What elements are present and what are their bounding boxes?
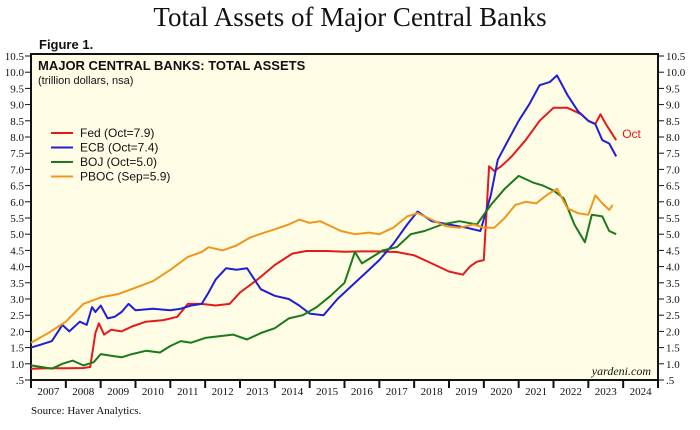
y-tick-label-right: 1.5 [666,343,680,355]
x-tick-label: 2015 [316,386,339,398]
y-tick-label-right: 6.0 [666,197,680,209]
chart-title: MAJOR CENTRAL BANKS: TOTAL ASSETS [38,58,306,73]
x-tick-label: 2020 [490,386,513,398]
y-tick-label-right: 3.0 [666,294,680,306]
figure-label: Figure 1. [39,37,94,52]
y-tick-label-left: 5.5 [10,213,24,225]
y-tick-label-left: .5 [16,375,25,387]
y-tick-label-right: 5.0 [666,229,680,241]
x-tick-label: 2024 [630,386,653,398]
legend-label: ECB (Oct=7.4) [80,141,158,155]
series-line-fed [30,106,618,370]
y-tick-label-right: 7.5 [666,148,680,160]
x-tick-label: 2009 [107,386,130,398]
watermark: yardeni.com [591,364,652,378]
y-tick-label-right: 2.0 [666,326,680,338]
y-tick-label-left: 9.0 [10,100,24,112]
y-tick-label-right: 9.0 [666,100,680,112]
y-tick-label-left: 4.0 [10,262,24,274]
y-tick-label-left: 8.5 [10,116,24,128]
y-tick-label-right: 8.5 [666,116,680,128]
x-tick-label: 2022 [560,386,582,398]
x-tick-label: 2008 [72,386,95,398]
x-tick-label: 2007 [37,386,60,398]
series-line-pboc [30,187,614,344]
y-tick-label-right: 6.5 [666,181,680,193]
y-tick-label-left: 3.5 [10,278,24,290]
y-tick-label-right: 5.5 [666,213,680,225]
x-tick-label: 2016 [351,386,374,398]
y-tick-label-left: 8.0 [10,132,24,144]
y-tick-label-right: 3.5 [666,278,680,290]
end-annotation-label: Oct [622,127,641,141]
y-tick-label-right: 7.0 [666,164,680,176]
y-tick-label-left: 3.0 [10,294,24,306]
y-tick-label-right: .5 [666,375,675,387]
x-tick-label: 2013 [246,386,269,398]
legend-label: Fed (Oct=7.9) [80,126,154,140]
legend: Fed (Oct=7.9)ECB (Oct=7.4)BOJ (Oct=5.0)P… [51,126,170,184]
series-line-boj [30,174,617,370]
legend-label: BOJ (Oct=5.0) [80,155,157,169]
y-tick-label-right: 10.0 [666,67,686,79]
series-lines [30,74,618,370]
y-tick-label-right: 8.0 [666,132,680,144]
y-tick-label-left: 5.0 [10,229,24,241]
x-tick-label: 2019 [455,386,478,398]
y-tick-label-left: 9.5 [10,83,24,95]
y-axis-left: .5 1.0 1.5 2.0 2.5 3.0 3.5 4.0 4.5 5.0 5.5 6.0 6.5 7.… [5,51,31,387]
y-tick-label-left: 4.5 [10,245,24,257]
y-tick-label-left: 7.5 [10,148,24,160]
source-note: Source: Haver Analytics. [31,405,142,417]
y-axis-right: .5 1.0 1.5 2.0 2.5 3.0 3.5 4.0 4.5 5.0 5.5 6.0 6.5 7.… [658,51,686,387]
x-tick-label: 2017 [386,386,409,398]
x-tick-label: 2010 [142,386,165,398]
y-tick-label-right: 1.0 [666,359,680,371]
y-tick-label-left: 10.5 [5,51,25,63]
y-tick-label-left: 6.5 [10,181,24,193]
y-tick-label-right: 4.5 [666,245,680,257]
page-title: Total Assets of Major Central Banks [153,2,547,32]
y-tick-label-left: 2.5 [10,310,24,322]
x-tick-label: 2012 [212,386,234,398]
y-tick-label-right: 9.5 [666,83,680,95]
y-tick-label-left: 7.0 [10,164,24,176]
y-tick-label-right: 10.5 [666,51,686,63]
y-tick-label-left: 1.5 [10,343,24,355]
plot-area [30,53,659,381]
y-tick-label-left: 2.0 [10,326,24,338]
x-axis: 2007 2008 2009 2010 2011 2012 2013 2014 2015 2016… [30,380,659,398]
y-tick-label-right: 2.5 [666,310,680,322]
y-tick-label-left: 10.0 [5,67,25,79]
legend-label: PBOC (Sep=5.9) [80,170,170,184]
y-tick-label-left: 1.0 [10,359,24,371]
x-tick-label: 2021 [525,386,547,398]
x-tick-label: 2014 [281,386,304,398]
y-tick-label-right: 4.0 [666,262,680,274]
x-tick-label: 2011 [177,386,199,398]
y-tick-label-left: 6.0 [10,197,24,209]
x-tick-label: 2018 [421,386,444,398]
chart-subtitle: (trillion dollars, nsa) [38,75,133,87]
series-line-ecb [30,74,618,349]
x-tick-label: 2023 [595,386,618,398]
